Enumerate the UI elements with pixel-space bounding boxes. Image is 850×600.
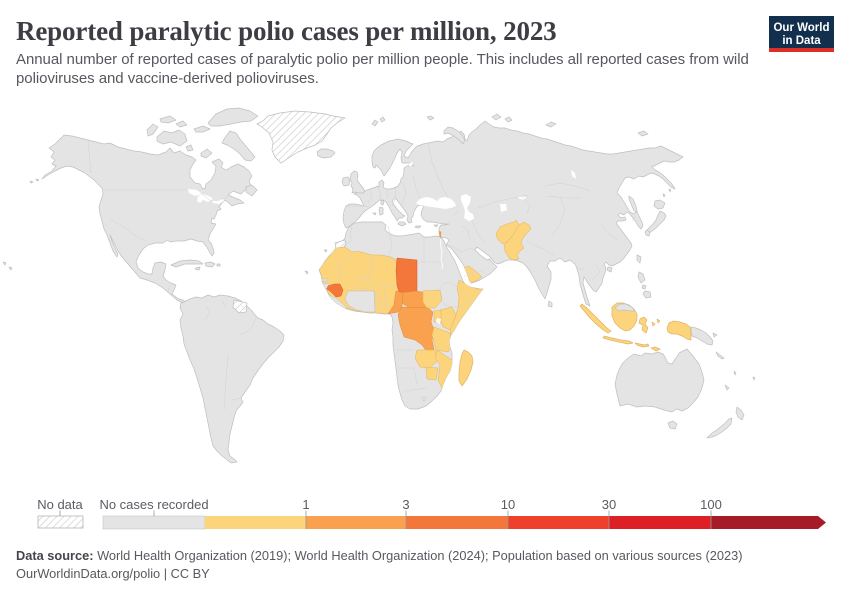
svg-text:10: 10	[501, 497, 515, 512]
svg-text:1: 1	[302, 497, 309, 512]
svg-text:3: 3	[402, 497, 409, 512]
svg-text:No data: No data	[37, 497, 83, 512]
svg-text:No cases recorded: No cases recorded	[99, 497, 208, 512]
svg-text:30: 30	[602, 497, 616, 512]
svg-text:100: 100	[700, 497, 722, 512]
